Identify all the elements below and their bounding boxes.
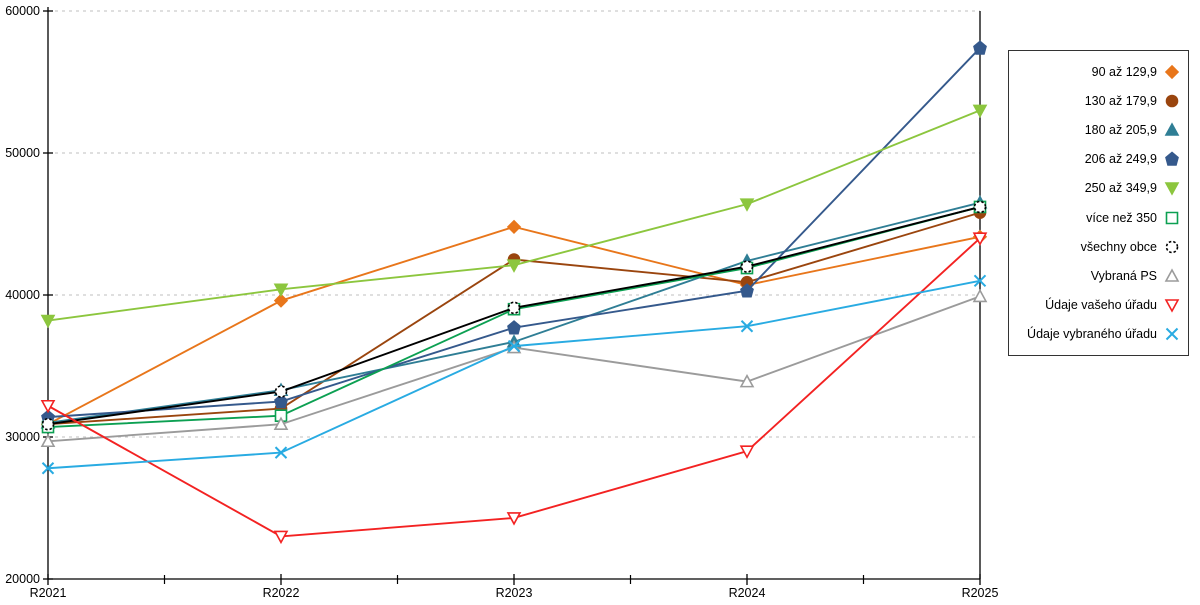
data-point-marker (41, 417, 55, 431)
legend-label: 130 až 179,9 (1084, 93, 1157, 108)
data-point-marker (506, 219, 522, 234)
y-tick-label: 50000 (5, 146, 40, 160)
legend-label: 90 až 129,9 (1091, 64, 1157, 79)
data-point-marker (740, 283, 754, 298)
legend-label: Údaje vašeho úřadu (1045, 298, 1157, 313)
data-point-marker (41, 462, 55, 475)
data-point-marker (972, 232, 988, 246)
data-point-marker (507, 301, 521, 315)
x-tick-label: R2022 (263, 586, 300, 600)
legend-item: 180 až 205,9 (1013, 116, 1180, 144)
data-point-marker (973, 274, 987, 288)
triangle-up-legend-icon (1164, 268, 1180, 282)
legend-item: 130 až 179,9 (1013, 87, 1180, 115)
data-point-marker (740, 320, 754, 333)
legend-item: více než 350 (1013, 204, 1180, 232)
data-point-marker (274, 385, 288, 398)
triangle-up-legend-icon (1164, 122, 1180, 136)
series-line (47, 237, 981, 538)
data-point-marker (740, 260, 754, 273)
data-point-marker (972, 104, 988, 119)
legend-item: všechny obce (1013, 233, 1180, 261)
triangle-down-legend-icon (1164, 182, 1180, 197)
x-tick-label: R2025 (962, 586, 999, 600)
legend-label: 180 až 205,9 (1084, 122, 1157, 137)
chart-legend: 90 až 129,9 130 až 179,9 180 až 205,9 206 a… (1008, 50, 1189, 356)
legend-label: Údaje vybraného úřadu (1027, 327, 1157, 342)
x-legend-icon (1165, 328, 1179, 341)
y-tick-label: 30000 (5, 430, 40, 444)
data-point-marker (506, 512, 522, 526)
data-point-marker (274, 393, 288, 409)
data-point-marker (507, 339, 521, 353)
legend-label: více než 350 (1086, 210, 1157, 225)
data-point-marker (506, 259, 522, 273)
data-point-marker (739, 198, 755, 212)
x-tick-label: R2023 (496, 586, 533, 600)
series-line (47, 206, 981, 429)
data-point-marker (40, 399, 56, 414)
legend-item: Údaje vašeho úřadu (1013, 291, 1180, 319)
legend-item: 250 až 349,9 (1013, 174, 1180, 202)
square-legend-icon (1165, 211, 1179, 224)
data-point-marker (40, 314, 56, 329)
y-tick-label: 20000 (5, 572, 40, 586)
data-point-marker (273, 530, 289, 545)
series-line (47, 109, 981, 322)
series-line (47, 206, 981, 426)
circle-dashed-legend-icon (1165, 240, 1179, 254)
legend-item: Vybraná PS (1013, 262, 1180, 290)
triangle-down-legend-icon (1164, 299, 1180, 313)
data-point-marker (507, 320, 521, 335)
x-tick-label: R2024 (729, 586, 766, 600)
data-point-marker (273, 416, 289, 431)
data-point-marker (739, 373, 755, 388)
data-point-marker (274, 409, 288, 422)
data-point-marker (273, 283, 289, 297)
data-point-marker (973, 40, 987, 55)
legend-label: 250 až 349,9 (1084, 181, 1157, 196)
x-tick-label: R2021 (30, 586, 67, 600)
pentagon-legend-icon (1165, 151, 1179, 166)
legend-item: 206 až 249,9 (1013, 145, 1180, 173)
legend-item: Údaje vybraného úřadu (1013, 320, 1180, 348)
data-point-marker (274, 446, 288, 459)
data-point-marker (973, 200, 987, 214)
legend-label: 206 až 249,9 (1084, 152, 1157, 167)
data-point-marker (273, 293, 289, 308)
legend-label: Vybraná PS (1090, 268, 1157, 283)
diamond-legend-icon (1164, 64, 1180, 79)
data-point-marker (40, 433, 56, 448)
data-point-marker (972, 288, 988, 303)
y-tick-label: 60000 (5, 4, 40, 18)
data-point-marker (739, 445, 755, 459)
legend-item: 90 až 129,9 (1013, 58, 1180, 86)
y-tick-label: 40000 (5, 288, 40, 302)
legend-label: všechny obce (1080, 239, 1157, 254)
circle-legend-icon (1165, 94, 1179, 108)
